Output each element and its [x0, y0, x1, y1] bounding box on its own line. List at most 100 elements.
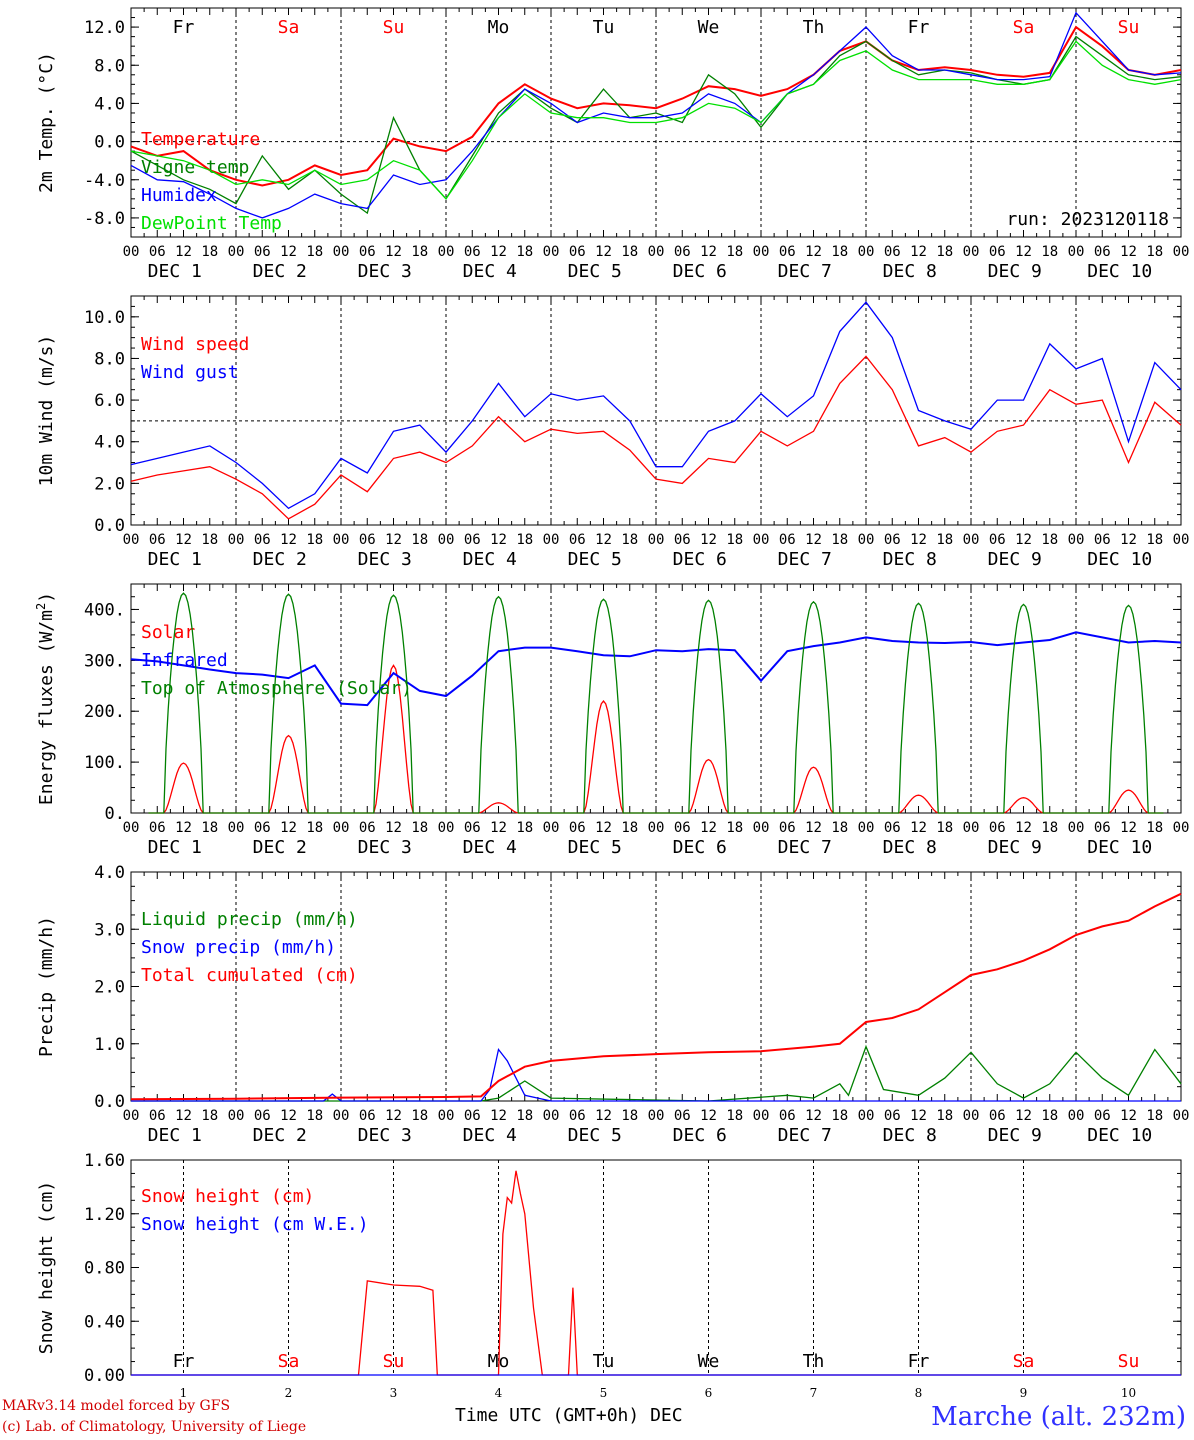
hour-label: 12 — [280, 244, 297, 260]
date-label: DEC 6 — [673, 549, 727, 570]
hour-label: 12 — [700, 1108, 717, 1124]
hour-label: 00 — [123, 1108, 140, 1124]
series-line — [130, 301, 1182, 510]
hour-label: 12 — [910, 820, 927, 836]
day-number: 6 — [705, 1386, 713, 1400]
y-tick-label: 10.0 — [84, 308, 125, 328]
hour-label: 18 — [621, 532, 638, 548]
hour-label: 12 — [490, 1108, 507, 1124]
hour-label: 06 — [1094, 244, 1111, 260]
hour-label: 18 — [411, 1108, 428, 1124]
series-line — [130, 40, 1182, 200]
day-abbr: Th — [803, 17, 825, 38]
hour-label: 12 — [385, 532, 402, 548]
date-label: DEC 8 — [883, 837, 937, 858]
day-abbr: Sa — [278, 17, 300, 38]
hour-label: 06 — [1094, 1108, 1111, 1124]
hour-label: 18 — [1146, 244, 1163, 260]
day-number: 4 — [495, 1386, 503, 1400]
hour-label: 18 — [726, 532, 743, 548]
hour-label: 06 — [569, 1108, 586, 1124]
hour-label: 18 — [726, 244, 743, 260]
hour-label: 06 — [674, 820, 691, 836]
hour-label: 12 — [175, 820, 192, 836]
panel-3: 0. 100. 200. 300. 400. Energy fluxes (W/m2) 00… — [34, 583, 1189, 858]
hour-label: 00 — [648, 532, 665, 548]
day-abbr: Su — [383, 1351, 405, 1372]
y-axis-label: Energy fluxes (W/m2) — [34, 592, 57, 805]
day-abbr: Fr — [908, 17, 930, 38]
hour-label: 12 — [280, 1108, 297, 1124]
hour-label: 12 — [595, 244, 612, 260]
hour-label: 06 — [884, 1108, 901, 1124]
hour-label: 12 — [175, 244, 192, 260]
hour-label: 00 — [648, 1108, 665, 1124]
day-abbr: Sa — [278, 1351, 300, 1372]
hour-label: 18 — [516, 532, 533, 548]
hour-label: 00 — [858, 244, 875, 260]
y-tick-label: 400. — [84, 600, 125, 620]
day-abbr: Fr — [173, 1351, 195, 1372]
hour-label: 06 — [884, 532, 901, 548]
date-label: DEC 1 — [148, 837, 202, 858]
hour-label: 00 — [543, 532, 560, 548]
series-line — [130, 25, 1182, 187]
panel-1: -8.0 -4.0 0.0 4.0 8.0 12.0 2m Temp. (°C) Fr Sa Su… — [36, 7, 1190, 282]
hour-label: 12 — [490, 244, 507, 260]
hour-label: 00 — [228, 532, 245, 548]
y-axis-label: Snow height (cm) — [36, 1181, 57, 1354]
series-line — [131, 1170, 1181, 1376]
hour-label: 06 — [254, 820, 271, 836]
hour-label: 06 — [569, 532, 586, 548]
series-line — [148, 592, 1164, 814]
hour-label: 12 — [175, 1108, 192, 1124]
model-credit: MARv3.14 model forced by GFS — [2, 1398, 231, 1414]
y-tick-label: 300. — [84, 651, 125, 671]
date-label: DEC 5 — [568, 261, 622, 282]
y-tick-label: 8.0 — [94, 349, 125, 369]
date-label: DEC 3 — [358, 549, 412, 570]
hour-label: 06 — [149, 532, 166, 548]
hour-label: 00 — [333, 1108, 350, 1124]
hour-label: 18 — [1041, 244, 1058, 260]
series-line — [130, 631, 1182, 707]
hour-label: 12 — [910, 1108, 927, 1124]
date-label: DEC 4 — [463, 549, 517, 570]
hour-label: 00 — [1068, 820, 1085, 836]
date-label: DEC 4 — [463, 1125, 517, 1146]
y-tick-label: 2.0 — [94, 978, 125, 998]
y-tick-label: 3.0 — [94, 920, 125, 940]
hour-label: 06 — [779, 820, 796, 836]
y-tick-label: 0.40 — [84, 1312, 125, 1332]
hour-label: 00 — [1173, 244, 1190, 260]
hour-label: 06 — [989, 820, 1006, 836]
hour-label: 12 — [1120, 820, 1137, 836]
hour-label: 00 — [333, 532, 350, 548]
hour-label: 12 — [1015, 820, 1032, 836]
hour-label: 12 — [1120, 532, 1137, 548]
date-label: DEC 2 — [253, 549, 307, 570]
hour-label: 06 — [464, 532, 481, 548]
y-tick-label: 0.0 — [94, 1092, 125, 1112]
hour-label: 06 — [464, 1108, 481, 1124]
hour-label: 18 — [621, 1108, 638, 1124]
y-tick-label: -8.0 — [84, 209, 125, 229]
hour-label: 00 — [1068, 1108, 1085, 1124]
hour-label: 00 — [858, 1108, 875, 1124]
day-number: 9 — [1020, 1386, 1028, 1400]
day-abbr: Fr — [173, 17, 195, 38]
hour-label: 18 — [1146, 1108, 1163, 1124]
hour-label: 12 — [490, 820, 507, 836]
date-label: DEC 1 — [148, 261, 202, 282]
hour-label: 12 — [595, 532, 612, 548]
hour-label: 12 — [175, 532, 192, 548]
y-tick-label: -4.0 — [84, 171, 125, 191]
hour-label: 00 — [648, 244, 665, 260]
y-tick-label: 1.20 — [84, 1205, 125, 1225]
hour-label: 06 — [674, 1108, 691, 1124]
date-label: DEC 2 — [253, 837, 307, 858]
day-number: 2 — [285, 1386, 293, 1400]
date-label: DEC 7 — [778, 549, 832, 570]
hour-label: 00 — [753, 532, 770, 548]
